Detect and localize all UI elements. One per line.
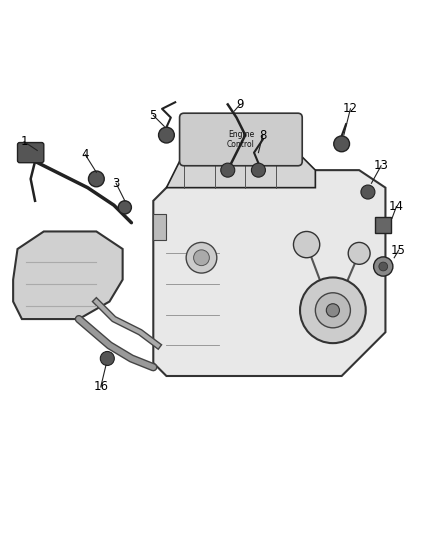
Circle shape (379, 262, 388, 271)
Circle shape (361, 185, 375, 199)
Text: 9: 9 (236, 98, 244, 111)
FancyBboxPatch shape (180, 113, 302, 166)
Text: 5: 5 (150, 109, 157, 122)
Circle shape (88, 171, 104, 187)
Circle shape (334, 136, 350, 152)
Text: 3: 3 (113, 177, 120, 190)
FancyBboxPatch shape (375, 217, 391, 233)
Circle shape (159, 127, 174, 143)
Circle shape (348, 243, 370, 264)
Polygon shape (166, 152, 315, 188)
FancyBboxPatch shape (18, 142, 44, 163)
Circle shape (315, 293, 350, 328)
Polygon shape (153, 214, 166, 240)
Text: 4: 4 (81, 148, 89, 161)
Text: 15: 15 (391, 244, 406, 257)
Text: 12: 12 (343, 102, 358, 115)
Text: 13: 13 (374, 159, 389, 172)
Circle shape (293, 231, 320, 258)
Polygon shape (13, 231, 123, 319)
Circle shape (326, 304, 339, 317)
Text: Engine
Control: Engine Control (227, 130, 255, 149)
Text: 1: 1 (20, 135, 28, 148)
Circle shape (100, 351, 114, 366)
Circle shape (374, 257, 393, 276)
Text: 16: 16 (93, 381, 108, 393)
Circle shape (300, 278, 366, 343)
Circle shape (251, 163, 265, 177)
Circle shape (221, 163, 235, 177)
Polygon shape (153, 170, 385, 376)
Text: 14: 14 (389, 200, 404, 213)
Circle shape (186, 243, 217, 273)
Circle shape (194, 250, 209, 265)
Circle shape (118, 201, 131, 214)
Text: 8: 8 (259, 128, 266, 142)
